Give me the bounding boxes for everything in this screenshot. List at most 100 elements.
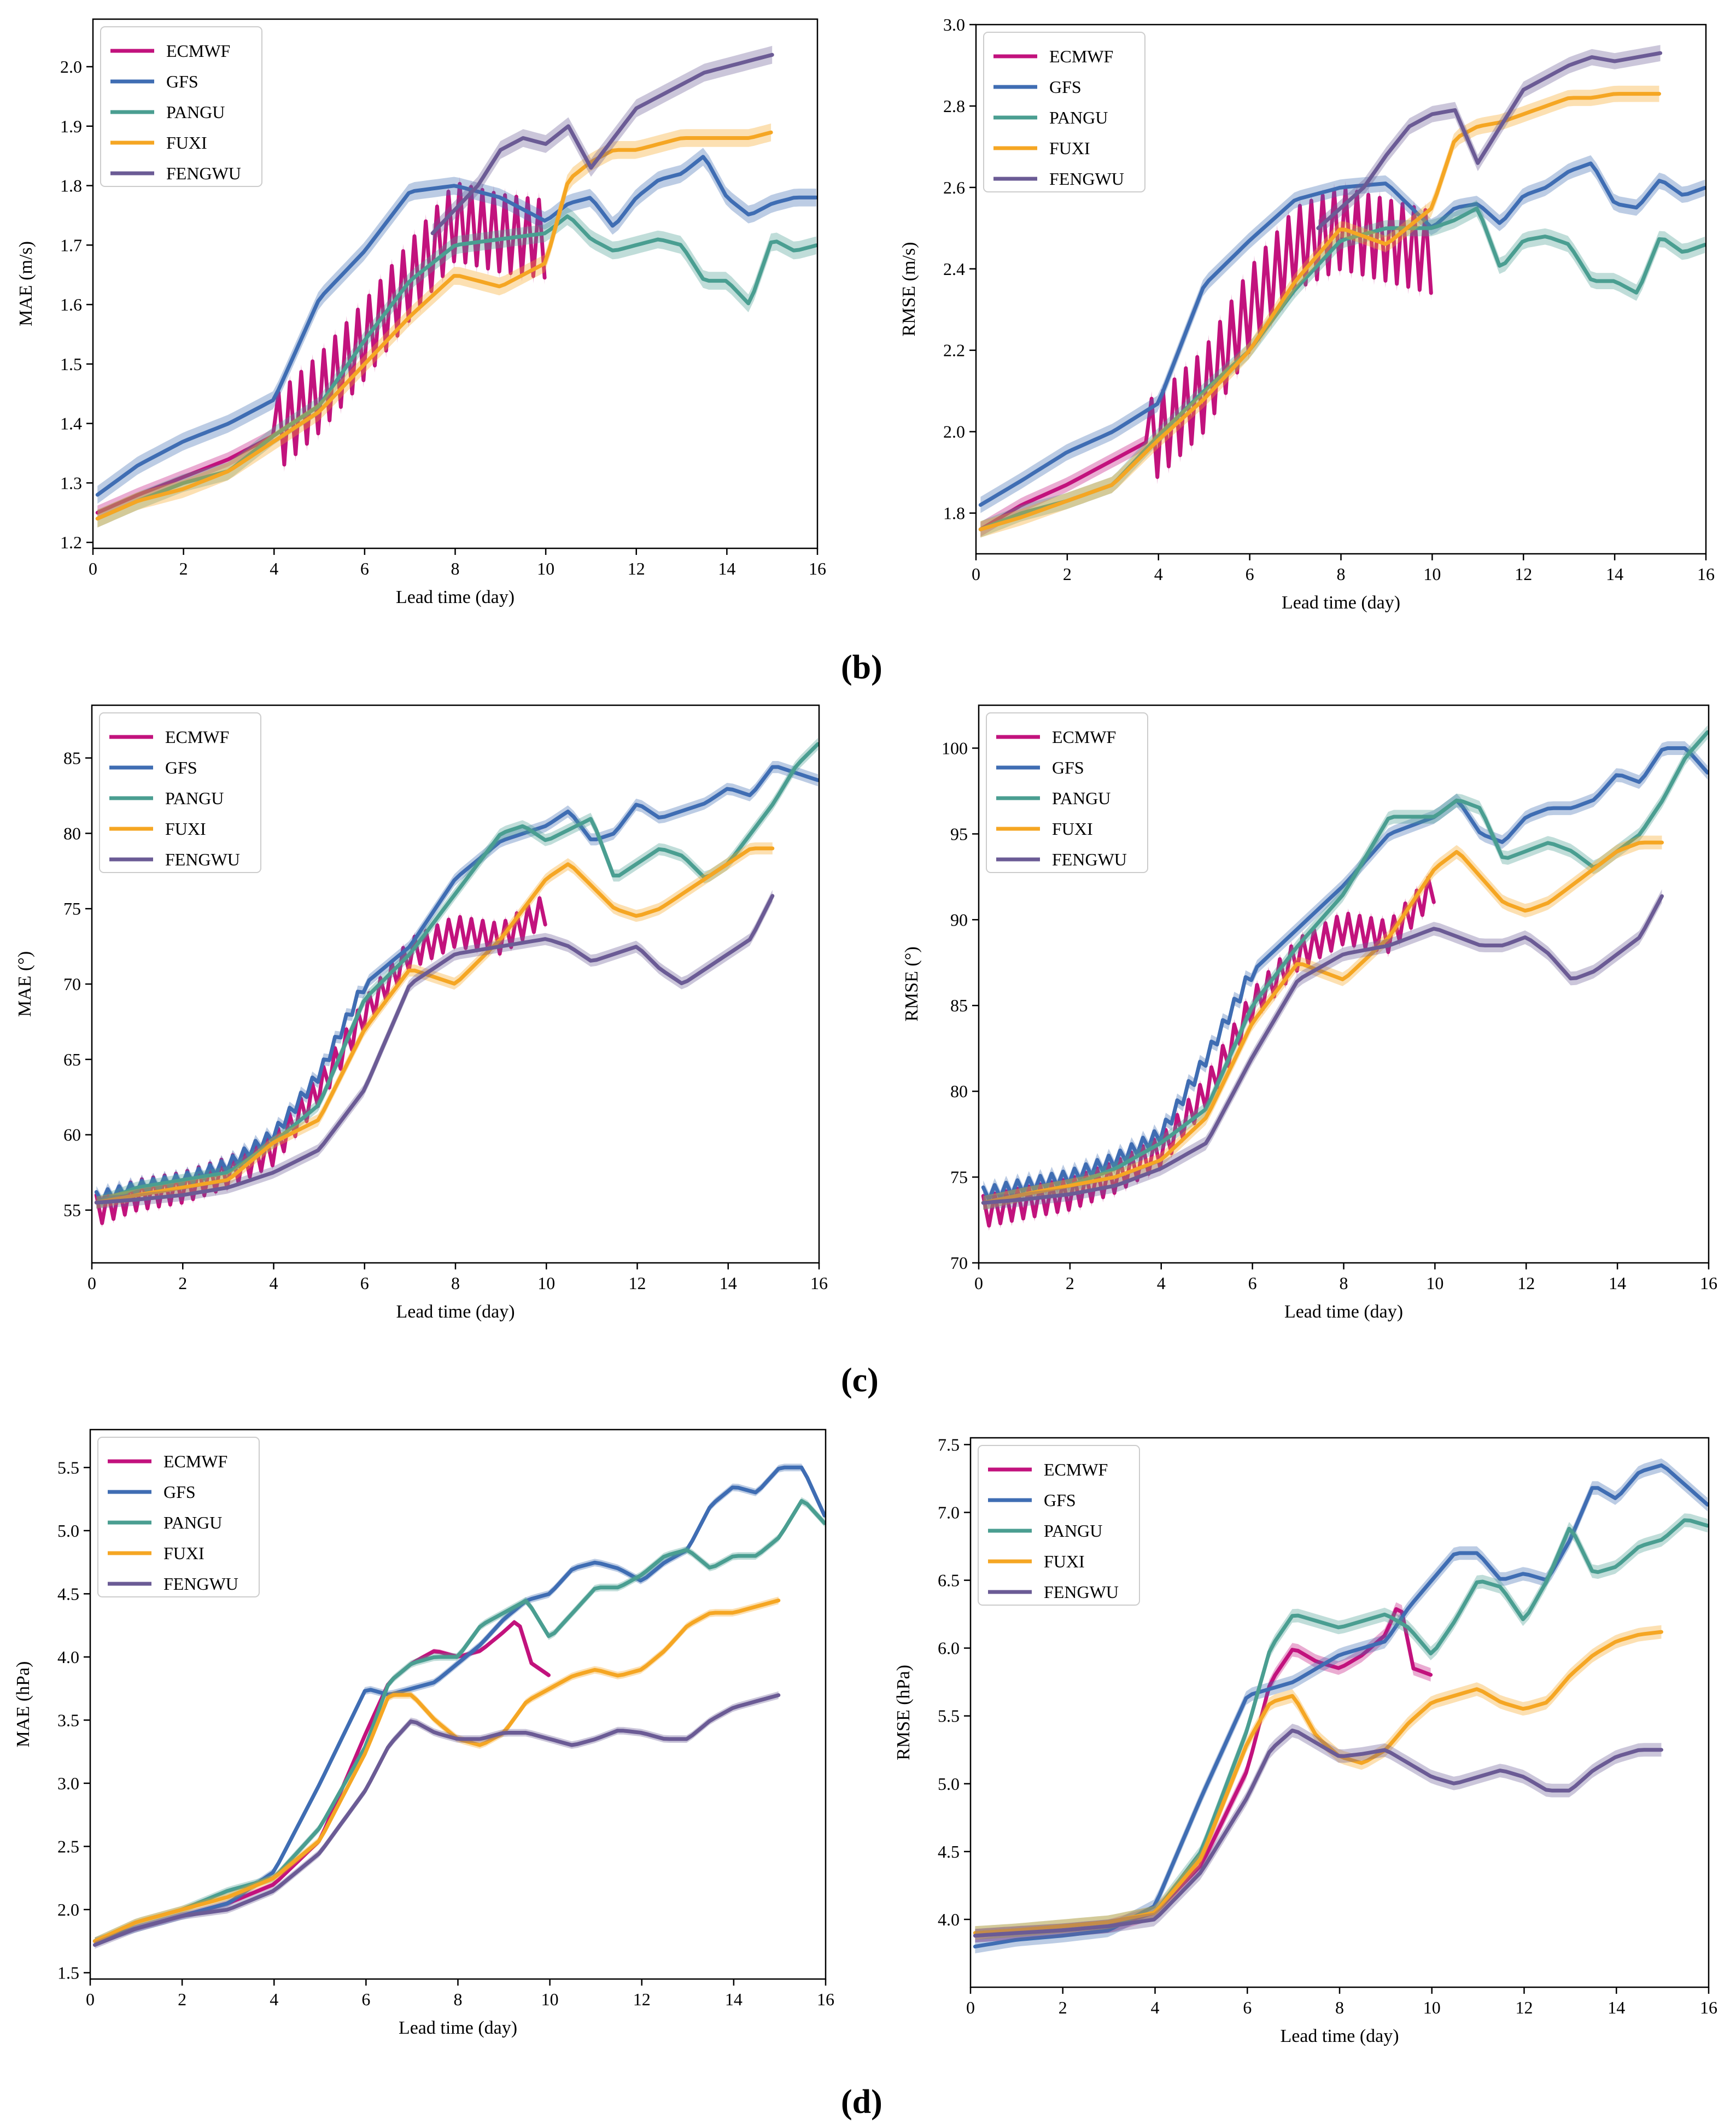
legend-label-ecmwf: ECMWF	[1044, 1460, 1108, 1479]
x-tick-label: 6	[361, 1989, 370, 2009]
legend-label-pangu: PANGU	[1044, 1521, 1102, 1541]
x-tick-label: 4	[1154, 564, 1163, 584]
series-line-fuxi	[981, 840, 1664, 1205]
y-tick-label: 1.2	[60, 532, 82, 552]
series-band-fengwu	[95, 1691, 779, 1949]
legend-label-fengwu: FENGWU	[1044, 1582, 1119, 1602]
y-tick-label: 80	[63, 823, 81, 843]
legend-label-fuxi: FUXI	[166, 133, 207, 153]
y-tick-label: 55	[63, 1201, 81, 1220]
y-tick-label: 2.0	[943, 422, 965, 442]
x-tick-label: 12	[1515, 564, 1532, 584]
y-tick-label: 4.0	[57, 1647, 79, 1667]
x-tick-label: 10	[1426, 1273, 1443, 1293]
legend: ECMWF GFS PANGU FUXI FENGWU	[100, 26, 262, 187]
series-line-gfs	[92, 1465, 826, 1943]
x-tick-label: 4	[270, 1273, 278, 1293]
y-tick-label: 1.3	[60, 473, 82, 493]
x-tick-label: 4	[270, 1989, 278, 2009]
series-line-fengwu	[430, 52, 774, 236]
plot-area	[978, 45, 1706, 538]
x-tick-label: 8	[1335, 1998, 1344, 2017]
legend-label-pangu: PANGU	[165, 788, 224, 808]
legend: ECMWF GFS PANGU FUXI FENGWU	[986, 712, 1148, 873]
x-tick-label: 16	[1697, 564, 1715, 584]
x-tick-label: 8	[1337, 564, 1346, 584]
series-line-gfs	[978, 161, 1706, 507]
legend-label-gfs: GFS	[166, 72, 198, 91]
legend-label-ecmwf: ECMWF	[165, 727, 229, 747]
x-tick-label: 10	[1423, 564, 1441, 584]
x-tick-label: 16	[1700, 1998, 1717, 2017]
y-tick-label: 60	[63, 1125, 81, 1145]
y-tick-label: 80	[950, 1081, 968, 1101]
series-line-fengwu	[973, 1728, 1663, 1938]
x-tick-label: 2	[178, 1273, 187, 1293]
x-tick-label: 14	[1606, 564, 1623, 584]
series-band-fengwu	[1318, 45, 1661, 237]
legend-label-fuxi: FUXI	[165, 819, 206, 839]
series-band-pangu	[97, 207, 816, 528]
x-tick-label: 6	[360, 559, 369, 578]
series-band-fuxi	[95, 1596, 779, 1945]
y-axis-label: MAE (°)	[15, 951, 35, 1017]
series-line-fuxi	[92, 1599, 781, 1943]
x-tick-label: 6	[360, 1273, 369, 1293]
chart-1: 0 2 4 6 8 10 12 14 16 1.2 1.3 1.4 1.5 1.6 1.7 1.8 1.9 2.0…	[16, 18, 826, 607]
legend-label-ecmwf: ECMWF	[166, 41, 230, 61]
series-line-fengwu	[94, 894, 775, 1205]
y-axis-label: RMSE (hPa)	[893, 1665, 914, 1760]
legend-label-fengwu: FENGWU	[1049, 169, 1124, 189]
x-tick-label: 4	[1157, 1273, 1166, 1293]
x-tick-label: 0	[86, 1989, 95, 2009]
series-line-gfs	[981, 746, 1709, 1202]
legend-label-ecmwf: ECMWF	[1049, 46, 1113, 66]
series-band-fengwu	[975, 1724, 1662, 1943]
legend-label-fengwu: FENGWU	[163, 1574, 238, 1594]
y-tick-label: 2.0	[57, 1900, 79, 1919]
x-tick-label: 2	[1059, 1998, 1067, 2017]
x-axis-label: Lead time (day)	[1280, 2026, 1399, 2046]
x-tick-label: 8	[454, 1989, 463, 2009]
legend: ECMWF GFS PANGU FUXI FENGWU	[99, 712, 261, 873]
y-tick-label: 1.7	[60, 235, 82, 255]
legend-label-fengwu: FENGWU	[165, 850, 240, 869]
x-tick-label: 16	[810, 1273, 828, 1293]
series-line-pangu	[94, 742, 819, 1205]
y-tick-label: 90	[950, 910, 968, 929]
y-tick-label: 3.5	[57, 1710, 79, 1730]
x-tick-label: 8	[1340, 1273, 1348, 1293]
y-tick-label: 2.4	[943, 259, 965, 279]
x-tick-label: 8	[451, 1273, 460, 1293]
x-tick-label: 14	[1609, 1273, 1626, 1293]
series-band-pangu	[983, 725, 1708, 1210]
x-axis-label: Lead time (day)	[1284, 1302, 1403, 1322]
series-line-fengwu	[981, 894, 1664, 1205]
y-tick-label: 95	[950, 824, 968, 844]
x-tick-label: 10	[537, 1273, 555, 1293]
x-tick-label: 16	[809, 559, 826, 578]
legend-label-pangu: PANGU	[166, 102, 225, 122]
chart-5: 0 2 4 6 8 10 12 14 16 1.5 2.0 2.5 3.0 3.5 4.0 4.5 5.0 5.5…	[13, 1429, 834, 2038]
chart-4: 0 2 4 6 8 10 12 14 16 70 75 80 85 90 95 100 Lead time (d…	[902, 704, 1717, 1322]
legend-box	[100, 26, 262, 187]
legend-label-fengwu: FENGWU	[1052, 850, 1127, 869]
series-line-pangu	[978, 206, 1706, 531]
y-tick-label: 75	[63, 899, 81, 918]
y-tick-label: 2.0	[60, 57, 82, 77]
y-tick-label: 1.6	[60, 295, 82, 314]
x-tick-label: 0	[972, 564, 980, 584]
legend-box	[99, 712, 261, 873]
y-tick-label: 5.0	[938, 1774, 960, 1794]
x-tick-label: 0	[87, 1273, 96, 1293]
legend-box	[97, 1437, 260, 1597]
y-tick-label: 5.0	[57, 1521, 79, 1541]
plot-area	[973, 1458, 1709, 1953]
legend-label-ecmwf: ECMWF	[163, 1451, 227, 1471]
legend-box	[986, 712, 1148, 873]
series-line-ecmwf	[95, 182, 547, 515]
series-band-fengwu	[432, 45, 773, 242]
x-tick-label: 12	[629, 1273, 646, 1293]
x-tick-label: 14	[1608, 1998, 1625, 2017]
legend-label-gfs: GFS	[1044, 1490, 1076, 1510]
